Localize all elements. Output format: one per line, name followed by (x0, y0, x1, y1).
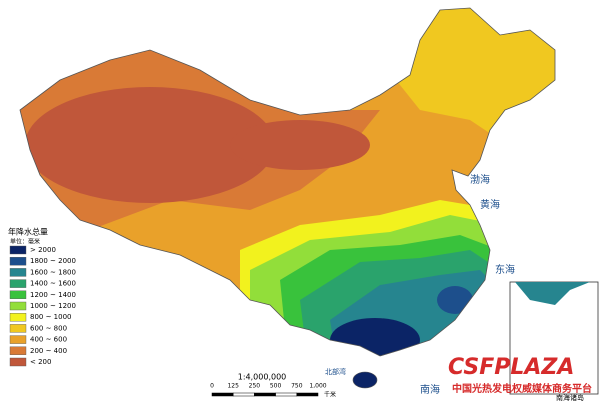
legend-label: 400 ~ 600 (30, 336, 67, 344)
sea-label: 南海 (420, 383, 440, 396)
legend-label: 1600 ~ 1800 (30, 268, 76, 276)
scale-tick-label: 500 (270, 383, 282, 390)
legend-label: 200 ~ 400 (30, 347, 67, 355)
scale-tick-label: 125 (227, 383, 239, 390)
legend-label: 600 ~ 800 (30, 324, 67, 332)
legend-unit: 单位：毫米 (10, 238, 40, 246)
sea-label: 北部湾 (325, 367, 346, 376)
scale-ratio: 1:4,000,000 (238, 373, 287, 382)
legend-label: > 2000 (30, 246, 56, 254)
scale-tick-label: 750 (291, 383, 303, 390)
legend-swatch (9, 357, 27, 367)
watermark-tagline: 中国光热发电权威媒体商务平台 (452, 382, 592, 395)
legend-label: 800 ~ 1000 (30, 313, 72, 321)
inset-land (515, 282, 590, 305)
legend-swatch (9, 335, 27, 344)
scale-unit: 千米 (324, 391, 336, 399)
legend-label: 1000 ~ 1200 (30, 302, 76, 310)
legend-swatch (9, 245, 27, 255)
legend-label: 1800 ~ 2000 (30, 257, 76, 265)
scale-tick-label: 1,000 (309, 383, 326, 390)
legend-title: 年降水总量 (8, 227, 48, 237)
legend-swatch (9, 257, 27, 266)
sea-label: 黄海 (480, 198, 500, 211)
watermark-logo: CSFPLAZA (448, 355, 574, 380)
sea-label: 东海 (495, 263, 515, 276)
legend-swatch (9, 290, 27, 299)
scale-segment (254, 392, 276, 397)
legend-label: 1400 ~ 1600 (30, 280, 76, 288)
legend-swatch (9, 301, 27, 311)
sea-label: 渤海 (470, 173, 490, 186)
scale-segment (232, 392, 255, 397)
scale-segment (275, 392, 298, 397)
legend-swatch (9, 313, 27, 322)
legend-label: < 200 (30, 358, 51, 366)
scale-tick-label: 0 (210, 383, 214, 390)
legend-swatch (9, 268, 27, 277)
scale-segment (296, 392, 319, 397)
border (19, 7, 556, 357)
legend-label: 1200 ~ 1400 (30, 291, 76, 299)
legend: > 2000 1800 ~ 2000 1600 ~ 1800 1400 ~ 1600 1… (9, 245, 76, 367)
legend-swatch (9, 346, 27, 355)
scale-tick-label: 250 (249, 383, 261, 390)
legend-swatch (9, 279, 27, 288)
inset-label: 南海诸岛 (556, 393, 584, 402)
scale-segment (211, 392, 234, 397)
legend-swatch (9, 324, 27, 333)
hainan (352, 371, 378, 389)
